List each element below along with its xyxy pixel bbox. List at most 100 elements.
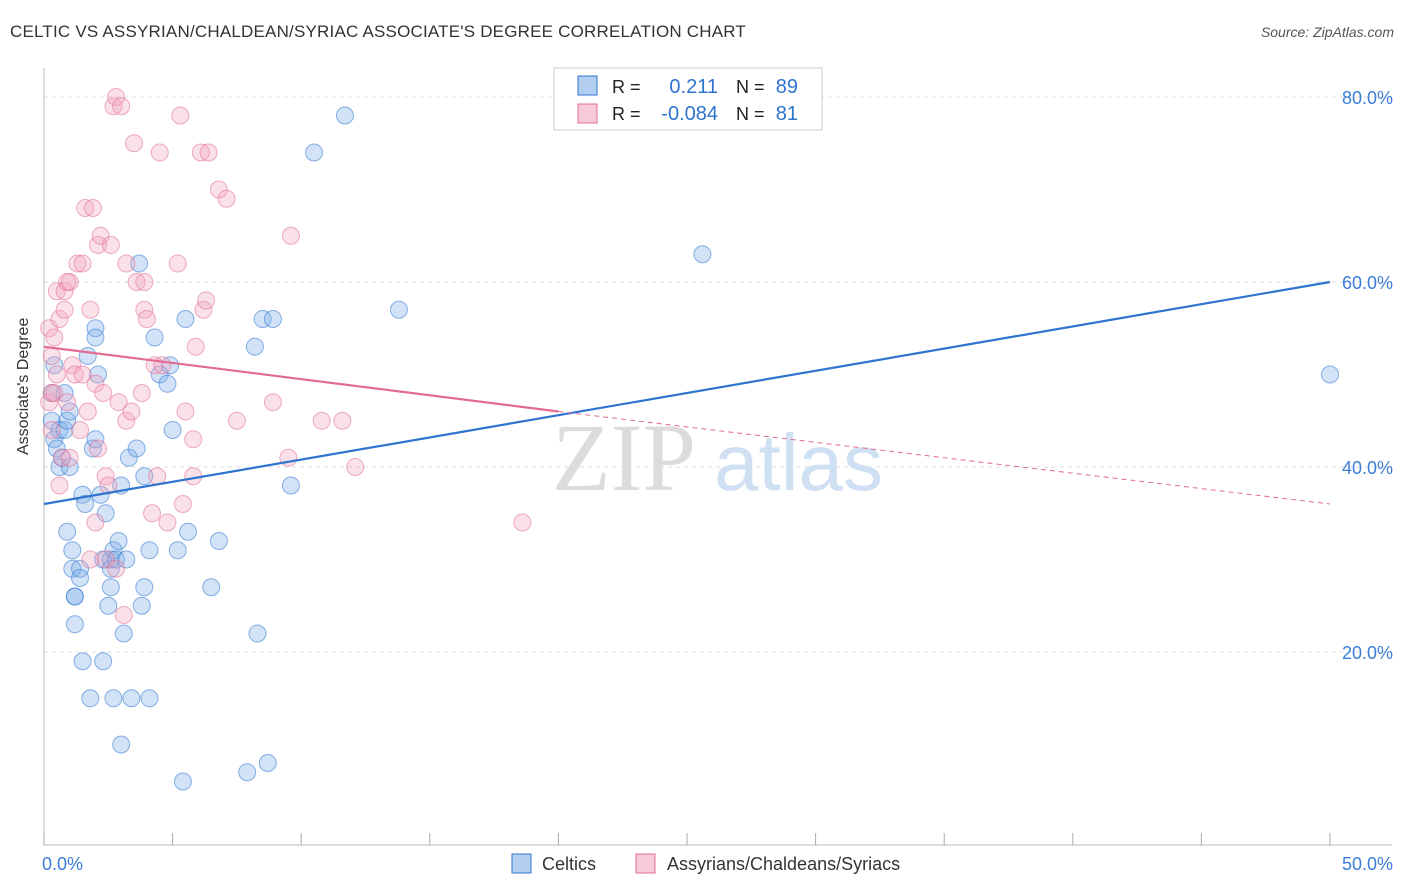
celtics-point — [248, 624, 267, 643]
celtics-point — [96, 504, 115, 523]
assyrians-point — [199, 143, 218, 162]
assyrians-point — [137, 310, 156, 328]
celtics-point — [63, 541, 82, 560]
celtics-point — [65, 615, 84, 634]
celtics-point — [168, 541, 187, 560]
assyrians-point — [55, 300, 74, 319]
watermark-atlas: atlas — [714, 418, 883, 507]
assyrians-point — [81, 550, 100, 569]
celtics-point — [253, 310, 272, 328]
celtics-point — [145, 328, 164, 347]
assyrians-point — [112, 97, 131, 116]
celtics-point — [114, 624, 133, 643]
assyrians-point — [76, 199, 95, 217]
celtics-point — [107, 550, 126, 569]
assyrians-point — [107, 559, 126, 578]
celtics-point — [179, 522, 198, 541]
celtics-point — [140, 541, 159, 560]
stats-legend-swatch-celtics — [577, 75, 598, 96]
assyrians-point — [94, 384, 113, 402]
assyrians-trend-line — [43, 345, 559, 413]
celtics-point — [209, 532, 228, 550]
celtics-point — [60, 458, 79, 476]
celtics-point — [71, 559, 90, 578]
assyrians-point — [117, 254, 136, 273]
y-tick-label: 60.0% — [1342, 273, 1393, 293]
r-value-assyrians: -0.084 — [661, 103, 718, 125]
r-value-celtics: 0.211 — [669, 76, 718, 98]
assyrians-point — [158, 513, 177, 532]
assyrians-point — [117, 411, 136, 430]
assyrians-point — [109, 393, 128, 412]
assyrians-point — [143, 504, 162, 523]
assyrians-point — [168, 254, 187, 273]
assyrians-point — [50, 476, 69, 495]
celtics-point — [135, 467, 154, 486]
celtics-point — [86, 328, 105, 347]
celtics-point — [135, 578, 154, 597]
gridlines — [44, 96, 1392, 653]
assyrians-point — [91, 226, 110, 245]
assyrians-point — [122, 402, 141, 421]
assyrians-point — [73, 365, 92, 384]
n-value-assyrians: 81 — [776, 103, 798, 125]
assyrians-point — [42, 347, 61, 365]
assyrians-point — [42, 421, 61, 439]
source-label: Source: ZipAtlas.com — [1260, 24, 1394, 40]
assyrians-point — [263, 393, 282, 412]
celtics-point — [238, 763, 257, 782]
assyrians-point — [171, 106, 190, 125]
assyrians-point — [78, 402, 97, 421]
celtics-point — [693, 245, 712, 264]
stats-legend-frame — [553, 67, 823, 131]
assyrians-point — [184, 430, 203, 449]
celtics-point — [109, 532, 128, 550]
n-label-celtics: N = — [736, 77, 765, 97]
celtics-point — [335, 106, 354, 125]
assyrians-point — [312, 411, 331, 430]
assyrians-point — [114, 606, 133, 624]
assyrians-point — [107, 88, 126, 106]
assyrians-point — [346, 458, 365, 476]
assyrians-point — [45, 328, 64, 347]
celtics-point — [281, 476, 300, 495]
celtics-point — [101, 578, 120, 597]
axes — [43, 68, 1392, 846]
assyrians-point — [176, 402, 195, 421]
assyrians-point — [50, 310, 69, 328]
celtics-point — [112, 735, 131, 754]
legend-swatch-assyrians — [635, 853, 656, 874]
x-tick-label: 0.0% — [42, 854, 83, 874]
assyrians-point — [86, 374, 105, 393]
legend-swatch-celtics — [511, 853, 532, 874]
celtics-point — [47, 439, 66, 458]
celtics-point — [1321, 365, 1339, 384]
n-label-assyrians: N = — [736, 104, 765, 124]
assyrians-point — [45, 384, 64, 402]
celtics-point — [117, 550, 136, 569]
celtics-point — [305, 143, 324, 162]
legend-label-assyrians: Assyrians/Chaldeans/Syriacs — [667, 854, 900, 874]
celtics-point — [81, 689, 100, 708]
assyrians-point — [65, 365, 84, 384]
celtics-point — [127, 439, 146, 458]
celtics-point — [389, 300, 408, 319]
celtics-point — [76, 495, 95, 513]
assyrians-point — [127, 273, 146, 291]
assyrians-point — [47, 282, 66, 301]
celtics-point — [63, 559, 82, 578]
celtics-point — [245, 337, 264, 356]
r-label-assyrians: R = — [612, 104, 641, 124]
assyrians-point — [191, 143, 210, 162]
celtics-point — [202, 578, 221, 597]
celtics-point — [140, 689, 159, 708]
celtics-points — [42, 106, 1339, 791]
assyrians-point — [96, 550, 115, 569]
celtics-point — [163, 421, 182, 439]
celtics-point — [50, 421, 69, 439]
assyrians-point — [58, 393, 77, 412]
celtics-point — [119, 448, 138, 467]
stats-legend: R = 0.211 N = 89 R = -0.084 N = 81 — [553, 67, 823, 131]
celtics-point — [258, 754, 277, 772]
assyrians-point — [83, 199, 102, 217]
